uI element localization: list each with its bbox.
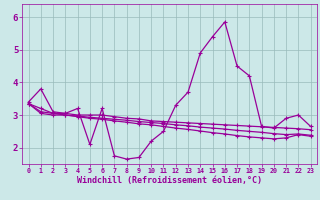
X-axis label: Windchill (Refroidissement éolien,°C): Windchill (Refroidissement éolien,°C) [77,176,262,185]
